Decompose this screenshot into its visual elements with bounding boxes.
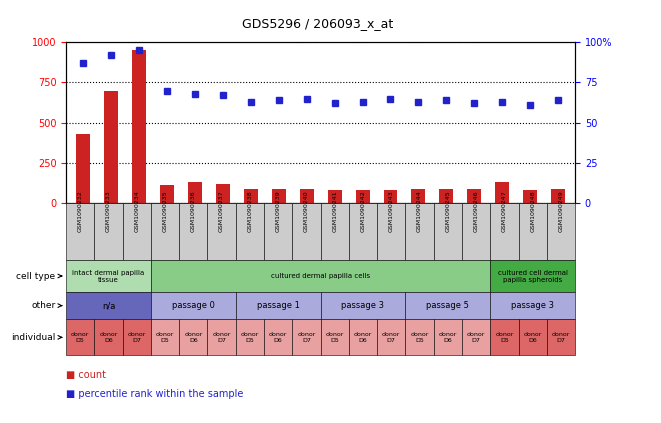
Bar <box>467 190 481 203</box>
Bar <box>411 190 426 203</box>
Text: cultured cell dermal
papilla spheroids: cultured cell dermal papilla spheroids <box>498 269 568 283</box>
Text: GSM1090248: GSM1090248 <box>530 190 535 232</box>
Text: GSM1090236: GSM1090236 <box>191 190 196 232</box>
Bar <box>495 182 510 203</box>
Text: donor
D7: donor D7 <box>382 332 401 343</box>
Bar <box>104 91 118 203</box>
Text: GDS5296 / 206093_x_at: GDS5296 / 206093_x_at <box>242 17 393 30</box>
Text: passage 3: passage 3 <box>342 301 385 310</box>
Text: other: other <box>31 301 61 310</box>
Text: donor
D6: donor D6 <box>184 332 202 343</box>
Text: donor
D6: donor D6 <box>524 332 542 343</box>
Text: ■ percentile rank within the sample: ■ percentile rank within the sample <box>66 389 243 399</box>
Text: donor
D6: donor D6 <box>439 332 457 343</box>
Text: ■ count: ■ count <box>66 370 106 380</box>
Text: donor
D5: donor D5 <box>410 332 429 343</box>
Text: cell type: cell type <box>17 272 61 280</box>
Text: passage 5: passage 5 <box>426 301 469 310</box>
Text: donor
D5: donor D5 <box>325 332 344 343</box>
Bar <box>551 189 565 203</box>
Text: passage 1: passage 1 <box>256 301 299 310</box>
Text: GSM1090244: GSM1090244 <box>417 190 422 232</box>
Bar <box>76 134 90 203</box>
Text: GSM1090249: GSM1090249 <box>559 190 563 232</box>
Text: GSM1090238: GSM1090238 <box>247 190 253 232</box>
Text: GSM1090245: GSM1090245 <box>446 190 450 232</box>
Text: GSM1090237: GSM1090237 <box>219 190 224 232</box>
Bar <box>356 190 369 203</box>
Text: passage 3: passage 3 <box>511 301 554 310</box>
Text: donor
D5: donor D5 <box>71 332 89 343</box>
Text: donor
D7: donor D7 <box>552 332 570 343</box>
Text: GSM1090235: GSM1090235 <box>163 190 168 232</box>
Bar <box>272 190 286 203</box>
Text: GSM1090243: GSM1090243 <box>389 190 394 232</box>
Text: donor
D5: donor D5 <box>241 332 259 343</box>
Bar <box>132 50 146 203</box>
Text: donor
D6: donor D6 <box>99 332 118 343</box>
Bar <box>160 185 174 203</box>
Text: GSM1090233: GSM1090233 <box>106 190 111 232</box>
Text: donor
D7: donor D7 <box>297 332 316 343</box>
Text: GSM1090247: GSM1090247 <box>502 190 507 232</box>
Bar <box>383 190 397 203</box>
Text: GSM1090234: GSM1090234 <box>134 190 139 232</box>
Text: passage 0: passage 0 <box>172 301 215 310</box>
Text: donor
D7: donor D7 <box>467 332 485 343</box>
Text: intact dermal papilla
tissue: intact dermal papilla tissue <box>73 269 145 283</box>
Text: donor
D6: donor D6 <box>354 332 372 343</box>
Bar <box>215 184 230 203</box>
Text: GSM1090232: GSM1090232 <box>78 190 83 232</box>
Text: GSM1090241: GSM1090241 <box>332 190 337 232</box>
Text: donor
D7: donor D7 <box>212 332 231 343</box>
Bar <box>524 190 537 203</box>
Bar <box>244 189 258 203</box>
Text: individual: individual <box>11 333 61 342</box>
Text: donor
D5: donor D5 <box>156 332 175 343</box>
Text: GSM1090239: GSM1090239 <box>276 190 281 232</box>
Text: GSM1090242: GSM1090242 <box>360 190 366 232</box>
Text: GSM1090240: GSM1090240 <box>304 190 309 232</box>
Text: donor
D6: donor D6 <box>269 332 288 343</box>
Bar <box>440 189 453 203</box>
Text: donor
D7: donor D7 <box>128 332 146 343</box>
Bar <box>328 190 342 203</box>
Text: GSM1090246: GSM1090246 <box>473 190 479 232</box>
Text: cultured dermal papilla cells: cultured dermal papilla cells <box>271 273 370 279</box>
Bar <box>188 182 202 203</box>
Bar <box>299 189 313 203</box>
Text: n/a: n/a <box>102 301 115 310</box>
Text: donor
D5: donor D5 <box>495 332 514 343</box>
